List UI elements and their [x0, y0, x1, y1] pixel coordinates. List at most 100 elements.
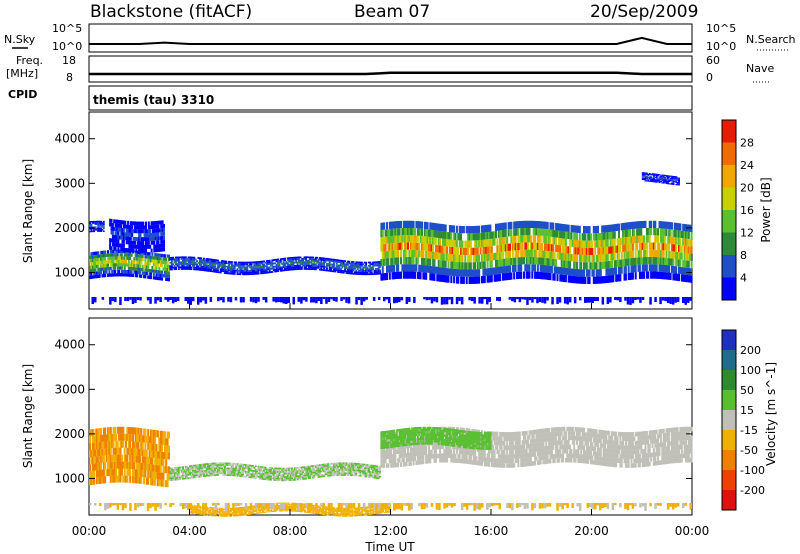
- echo-cell: [108, 434, 111, 442]
- echo-cell: [108, 273, 111, 277]
- echo-cell: [222, 265, 225, 267]
- echo-cell: [208, 270, 211, 272]
- echo-cell: [159, 430, 162, 438]
- echo-cell: [429, 251, 432, 259]
- echo-cell: [268, 473, 271, 476]
- echo-cell: [668, 179, 671, 181]
- echo-cell: [243, 467, 246, 469]
- echo-cell: [353, 466, 356, 468]
- echo-cell: [243, 268, 246, 271]
- echo-cell: [342, 469, 345, 471]
- echo-cell: [608, 224, 611, 232]
- echo-cell: [346, 262, 349, 264]
- echo-cell: [604, 225, 606, 233]
- echo-cell: [305, 467, 307, 470]
- echo-cell: [254, 261, 257, 263]
- echo-cell: [317, 464, 320, 467]
- echo-cell: [142, 248, 145, 253]
- echo-cell: [256, 269, 259, 272]
- echo-cell: [201, 262, 204, 265]
- echo-cell: [307, 472, 310, 475]
- echo-cell: [472, 276, 475, 284]
- echo-cell: [260, 474, 263, 477]
- echo-cell: [98, 220, 101, 223]
- echo-cell: [237, 465, 240, 467]
- echo-cell: [416, 221, 419, 229]
- y-tick-label: 2000: [54, 221, 85, 235]
- echo-cell: [373, 264, 376, 267]
- echo-cell: [104, 273, 107, 278]
- echo-cell: [676, 259, 679, 267]
- echo-cell: [163, 267, 166, 271]
- echo-cell: [240, 472, 243, 474]
- echo-cell: [196, 467, 198, 470]
- echo-cell: [468, 269, 471, 277]
- echo-cell: [325, 268, 328, 270]
- echo-cell: [339, 264, 342, 267]
- echo-cell: [158, 270, 161, 274]
- echo-cell: [482, 276, 485, 284]
- echo-cell: [175, 468, 177, 471]
- echo-cell: [618, 238, 620, 246]
- echo-cell: [230, 264, 233, 267]
- echo-cell: [539, 250, 542, 258]
- echo-cell: [652, 180, 655, 182]
- echo-cell: [559, 238, 562, 246]
- echo-cell: [395, 250, 398, 258]
- echo-cell: [125, 454, 127, 462]
- echo-cell: [534, 220, 537, 229]
- echo-cell: [679, 223, 682, 231]
- echo-cell: [89, 259, 91, 263]
- echo-cell: [548, 251, 551, 259]
- echo-cell: [175, 472, 177, 474]
- echo-cell: [230, 471, 233, 473]
- echo-cell: [233, 471, 236, 473]
- echo-cell: [323, 257, 326, 260]
- echo-cell: [428, 229, 430, 237]
- echo-cell: [346, 465, 349, 468]
- echo-cell: [163, 264, 166, 268]
- echo-cell: [341, 465, 344, 468]
- echo-cell: [246, 464, 249, 466]
- colorbar-segment: [722, 142, 736, 165]
- echo-cell: [162, 260, 165, 264]
- echo-cell: [532, 242, 535, 250]
- echo-cell: [165, 452, 168, 460]
- echo-cell: [355, 464, 358, 467]
- echo-cell: [109, 297, 112, 305]
- echo-cell: [179, 476, 182, 479]
- echo-cell: [186, 259, 189, 262]
- echo-cell: [546, 229, 549, 237]
- echo-cell: [394, 221, 397, 229]
- echo-cell: [488, 224, 490, 232]
- echo-cell: [141, 470, 144, 478]
- echo-cell: [165, 445, 168, 453]
- echo-cell: [254, 472, 257, 474]
- echo-cell: [310, 259, 313, 262]
- echo-cell: [225, 270, 228, 273]
- echo-cell: [574, 254, 577, 262]
- echo-cell: [631, 221, 634, 229]
- echo-cell: [228, 462, 231, 465]
- echo-cell: [482, 247, 485, 255]
- echo-cell: [101, 254, 104, 258]
- echo-cell: [662, 235, 665, 244]
- echo-cell: [242, 472, 245, 474]
- echo-cell: [458, 225, 461, 234]
- echo-cell: [391, 243, 394, 251]
- echo-cell: [207, 259, 210, 262]
- echo-cell: [134, 455, 137, 463]
- echo-cell: [100, 462, 103, 470]
- echo-cell: [437, 230, 440, 238]
- echo-cell: [136, 469, 139, 477]
- echo-cell: [122, 433, 125, 441]
- echo-cell: [434, 223, 437, 231]
- echo-cell: [247, 469, 250, 472]
- echo-cell: [654, 264, 657, 272]
- echo-cell: [219, 271, 222, 274]
- echo-cell: [243, 265, 246, 267]
- echo-cell: [643, 235, 646, 243]
- echo-cell: [200, 463, 203, 466]
- echo-cell: [588, 240, 591, 248]
- echo-cell: [307, 467, 310, 470]
